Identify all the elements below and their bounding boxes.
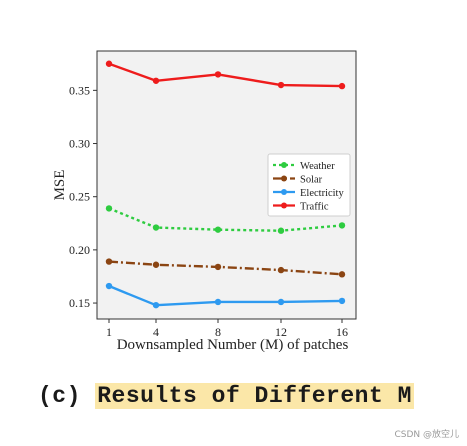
x-tick-label: 1 xyxy=(106,325,112,339)
legend-label-weather: Weather xyxy=(300,161,335,172)
data-point-solar xyxy=(214,263,222,271)
x-axis-label: Downsampled Number (M) of patches xyxy=(117,337,349,353)
caption-prefix: (c) xyxy=(38,383,96,409)
data-point-solar xyxy=(105,258,113,265)
data-point-solar xyxy=(277,266,285,274)
x-tick-label: 16 xyxy=(336,325,348,339)
data-point-solar xyxy=(152,261,160,268)
figure-caption: (c) Results of Different M xyxy=(38,383,414,409)
data-point-electricity xyxy=(277,298,285,306)
y-tick-label: 0.25 xyxy=(69,190,90,204)
data-point-weather xyxy=(338,222,346,229)
y-axis-label: MSE xyxy=(52,170,68,201)
x-tick-label: 8 xyxy=(215,325,221,339)
data-point-traffic xyxy=(277,81,285,89)
y-tick-label: 0.20 xyxy=(69,243,90,257)
data-point-traffic xyxy=(214,71,222,78)
data-point-weather xyxy=(105,205,113,212)
legend-label-solar: Solar xyxy=(300,175,323,186)
caption-highlight: Results of Different M xyxy=(95,383,414,409)
legend-label-traffic: Traffic xyxy=(300,202,329,213)
data-point-traffic xyxy=(338,82,346,90)
data-point-weather xyxy=(152,224,160,231)
watermark: CSDN @放空儿 xyxy=(394,430,459,440)
y-tick-label: 0.35 xyxy=(69,83,90,97)
data-point-electricity xyxy=(214,298,222,306)
legend-marker-electricity xyxy=(281,189,287,195)
data-point-electricity xyxy=(105,282,113,290)
data-point-weather xyxy=(214,226,222,233)
data-point-traffic xyxy=(105,60,113,67)
legend-marker-solar xyxy=(281,175,287,182)
data-point-electricity xyxy=(338,297,346,305)
legend-marker-weather xyxy=(281,162,287,168)
data-point-electricity xyxy=(152,301,160,309)
y-tick-label: 0.15 xyxy=(69,296,90,310)
y-tick-label: 0.30 xyxy=(69,137,90,151)
x-tick-label: 12 xyxy=(275,325,287,339)
data-point-traffic xyxy=(152,77,160,84)
data-point-weather xyxy=(277,227,285,234)
legend-marker-traffic xyxy=(281,202,287,209)
x-tick-label: 4 xyxy=(153,325,159,339)
legend-box xyxy=(267,153,351,217)
data-point-solar xyxy=(338,271,346,278)
legend-label-electricity: Electricity xyxy=(300,188,344,199)
